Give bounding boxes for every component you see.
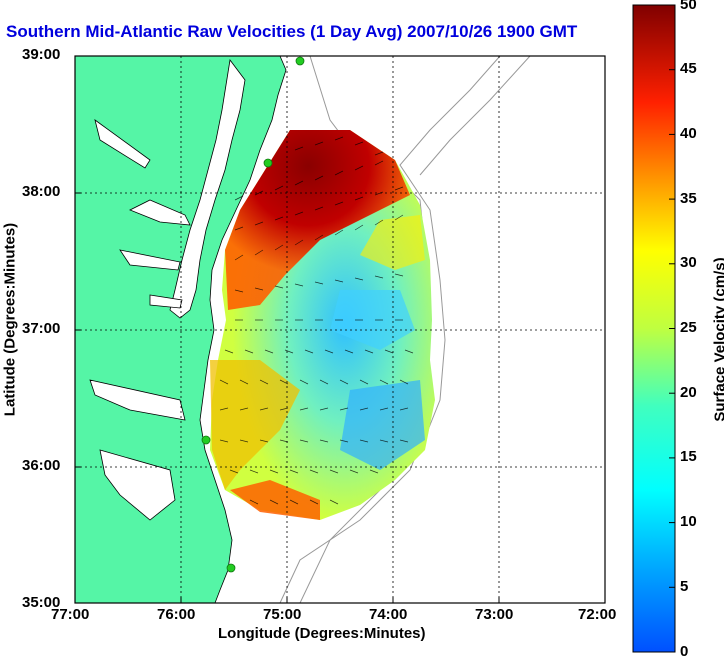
station-marker [264,159,272,167]
colorbar [633,5,675,652]
ytick-label: 38:00 [22,183,60,200]
xtick-label: 75:00 [263,606,301,623]
colorbar-tick: 30 [680,254,697,271]
colorbar-label: Surface Velocity (cm/s) [712,220,724,460]
station-marker [202,436,210,444]
xtick-label: 76:00 [157,606,195,623]
colorbar-tick: 25 [680,319,697,336]
ytick-label: 37:00 [22,320,60,337]
colorbar-tick: 5 [680,578,688,595]
x-axis-label: Longitude (Degrees:Minutes) [218,625,426,642]
ytick-label: 39:00 [22,46,60,63]
colorbar-tick: 50 [680,0,697,13]
colorbar-tick: 0 [680,643,688,660]
xtick-label: 77:00 [51,606,89,623]
colorbar-tick: 45 [680,60,697,77]
xtick-label: 73:00 [475,606,513,623]
station-marker [227,564,235,572]
colorbar-tick: 15 [680,448,697,465]
xtick-label: 74:00 [369,606,407,623]
colorbar-tick: 40 [680,125,697,142]
ytick-label: 36:00 [22,457,60,474]
station-marker [296,57,304,65]
colorbar-tick: 35 [680,190,697,207]
colorbar-tick: 20 [680,384,697,401]
colorbar-tick: 10 [680,513,697,530]
xtick-label: 72:00 [578,606,616,623]
y-axis-label: Latitude (Degrees:Minutes) [2,200,19,440]
